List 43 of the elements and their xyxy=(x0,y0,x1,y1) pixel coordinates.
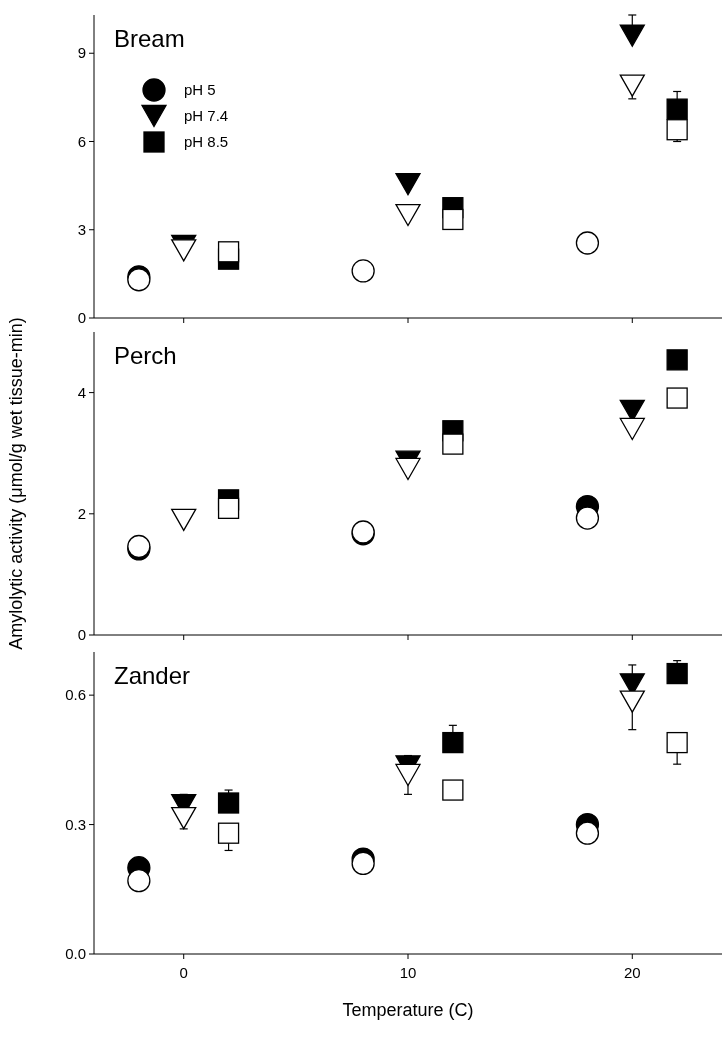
point xyxy=(395,173,421,196)
point xyxy=(442,208,464,231)
chart-title: Perch xyxy=(114,342,177,369)
y-tick-label: 0 xyxy=(77,626,86,644)
point xyxy=(217,822,240,844)
chart-title: Zander xyxy=(114,662,191,689)
y-tick-label: 2 xyxy=(77,505,86,523)
point xyxy=(217,241,240,263)
x-tick-label: 0 xyxy=(179,964,188,981)
point xyxy=(217,792,240,814)
point xyxy=(575,821,600,845)
point xyxy=(575,506,600,530)
point xyxy=(619,690,645,713)
y-tick-label: 3 xyxy=(77,221,86,238)
point xyxy=(127,869,151,893)
point xyxy=(619,24,645,47)
point xyxy=(666,662,688,685)
y-axis-title: Amylolytic activity (μmol/g wet tissue-min) xyxy=(6,317,26,650)
y-tick-label: 0.0 xyxy=(65,945,86,963)
point xyxy=(666,98,688,120)
x-tick-label: 20 xyxy=(623,964,641,981)
y-tick-label: 4 xyxy=(77,383,86,401)
point xyxy=(442,433,464,455)
point xyxy=(666,349,688,371)
y-tick-label: 0 xyxy=(77,309,86,327)
legend-label: pH 7.4 xyxy=(184,107,229,125)
point xyxy=(217,497,240,519)
point xyxy=(351,851,375,876)
x-tick-label: 10 xyxy=(399,964,417,981)
point xyxy=(395,763,421,787)
point xyxy=(171,239,197,262)
y-tick-label: 0.6 xyxy=(65,686,86,704)
point xyxy=(442,731,464,754)
y-tick-label: 6 xyxy=(77,132,86,150)
chart-title: Bream xyxy=(114,25,185,52)
y-tick-label: 0.3 xyxy=(65,815,86,833)
legend-label: pH 8.5 xyxy=(184,133,229,151)
point xyxy=(666,731,688,754)
y-tick-label: 9 xyxy=(77,44,86,62)
point xyxy=(171,806,197,830)
legend-label: pH 5 xyxy=(184,81,216,99)
point xyxy=(395,457,421,481)
x-axis-title: Temperature (C) xyxy=(342,1000,474,1020)
